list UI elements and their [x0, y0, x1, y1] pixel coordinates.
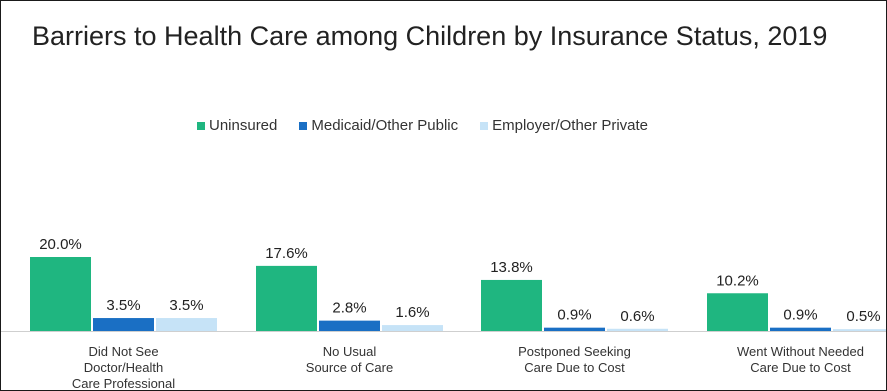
data-label-employer-0: 3.5%: [169, 297, 203, 314]
bar-employer-0: [156, 318, 217, 331]
legend: Uninsured Medicaid/Other Public Employer…: [197, 117, 648, 134]
legend-swatch-medicaid: [299, 121, 308, 130]
data-label-uninsured-0: 20.0%: [39, 236, 82, 253]
bar-employer-1: [382, 325, 443, 331]
bar-medicaid-3: [770, 327, 831, 331]
category-label-3: Went Without Needed Care Due to Cost: [737, 344, 864, 375]
data-label-uninsured-2: 13.8%: [490, 259, 533, 276]
legend-label-employer: Employer/Other Private: [492, 117, 648, 134]
data-label-medicaid-3: 0.9%: [783, 307, 817, 324]
bar-medicaid-2: [544, 327, 605, 331]
bar-employer-2: [607, 328, 668, 331]
chart-title: Barriers to Health Care among Children b…: [32, 21, 828, 51]
bar-medicaid-1: [319, 320, 380, 331]
data-label-medicaid-1: 2.8%: [332, 300, 366, 317]
bar-uninsured-2: [481, 279, 542, 331]
data-label-uninsured-3: 10.2%: [716, 272, 759, 289]
data-label-medicaid-2: 0.9%: [557, 307, 591, 324]
bar-medicaid-0: [93, 318, 154, 331]
bar-uninsured-3: [707, 293, 768, 331]
bar-uninsured-1: [256, 265, 317, 331]
legend-swatch-employer: [480, 121, 489, 130]
legend-item-uninsured: Uninsured: [197, 117, 277, 134]
data-label-medicaid-0: 3.5%: [106, 297, 140, 314]
legend-item-medicaid: Medicaid/Other Public: [299, 117, 458, 134]
data-label-employer-2: 0.6%: [620, 308, 654, 325]
category-label-2: Postponed Seeking Care Due to Cost: [518, 344, 631, 375]
bar-uninsured-0: [30, 257, 91, 331]
data-label-employer-1: 1.6%: [395, 304, 429, 321]
legend-item-employer: Employer/Other Private: [480, 117, 648, 134]
category-label-1: No Usual Source of Care: [306, 344, 393, 375]
data-label-employer-3: 0.5%: [846, 308, 880, 325]
legend-label-medicaid: Medicaid/Other Public: [311, 117, 459, 134]
data-label-uninsured-1: 17.6%: [265, 245, 308, 262]
legend-label-uninsured: Uninsured: [209, 117, 278, 134]
bar-employer-3: [833, 329, 886, 331]
legend-swatch-uninsured: [197, 121, 205, 130]
category-label-0: Did Not See Doctor/Health Care Professiona…: [72, 344, 175, 390]
